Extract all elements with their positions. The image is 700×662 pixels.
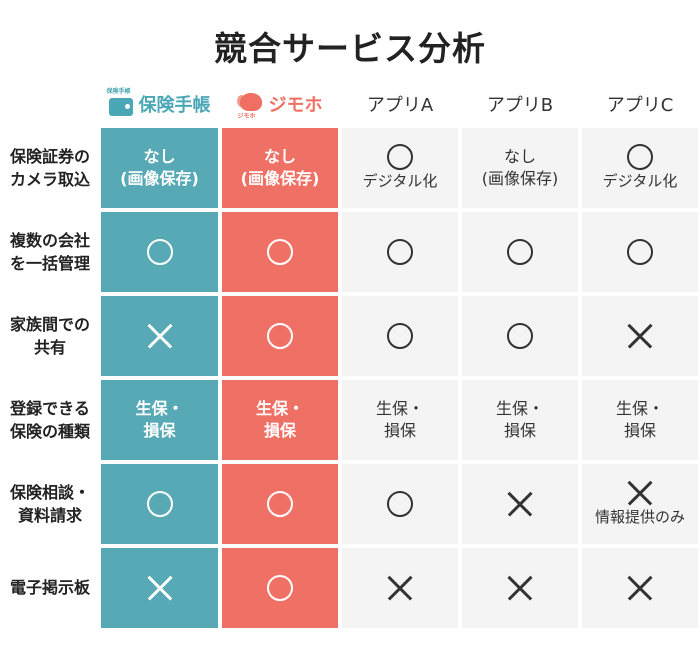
circle-icon [267,491,293,517]
cell-text: なし (画像保存) [120,146,199,188]
circle-icon [507,323,533,349]
circle-icon [146,491,173,517]
header-label-jimoho: ジモホ [268,95,323,116]
table-header: 保険手帳 保険手帳 ジモホ ジモホ アプリA アプリB アプリC [0,84,700,124]
table-row: 保険相談・ 資料請求情報提供のみ [0,464,700,544]
cross-icon [627,575,653,601]
table-cell [462,548,578,628]
table-cell: 生保・ 損保 [222,380,338,460]
table-cell: 生保・ 損保 [101,380,218,460]
table-cell [101,548,218,628]
table-cell [582,548,698,628]
circle-icon [267,575,293,601]
cell-note: デジタル化 [602,172,678,191]
table-cell [101,296,218,376]
table-row: 電子掲示板 [0,548,700,628]
table-cell: デジタル化 [582,128,698,208]
circle-icon [507,239,533,265]
cell-text: 生保・ 損保 [615,398,664,440]
circle-icon [387,323,413,349]
header-app-a: アプリA [342,84,458,124]
row-label: 家族間での 共有 [9,314,90,357]
logo-small-text: 保険手帳 [106,88,131,95]
table-cell: なし (画像保存) [222,128,338,208]
header-label-app-b: アプリB [486,95,554,116]
cross-icon [147,575,173,601]
cross-icon [627,323,653,349]
table-row: 保険証券の カメラ取込 なし (画像保存) なし (画像保存) デジタル化 なし (画像… [0,128,700,208]
header-jimoho: ジモホ ジモホ [222,84,338,124]
cell-text: なし (画像保存) [240,146,320,188]
table-cell [342,212,458,292]
logo-small-text: ジモホ [237,113,256,120]
cross-icon [627,480,653,506]
circle-icon [267,239,293,265]
table-cell [342,296,458,376]
table-cell [582,212,698,292]
table-cell: デジタル化 [342,128,458,208]
table-cell [101,212,218,292]
cross-icon [387,575,413,601]
cell-text: 生保・ 損保 [135,398,184,440]
elephant-icon: ジモホ [236,91,264,120]
header-label-hokentecho: 保険手帳 [138,95,211,116]
circle-icon [267,323,293,349]
table-cell [462,464,578,544]
table-cell [222,212,338,292]
cross-icon [507,491,533,517]
page-title: 競合サービス分析 [214,29,486,68]
circle-icon [146,239,173,265]
cell-note: 情報提供のみ [594,508,685,527]
circle-icon [387,491,413,517]
wallet-icon: 保険手帳 [107,88,135,118]
row-label: 保険相談・ 資料請求 [9,482,90,525]
header-label-app-c: アプリC [606,95,674,116]
table-row: 家族間での 共有 [0,296,700,376]
row-label: 電子掲示板 [9,578,90,598]
circle-icon [627,239,653,265]
table-cell [222,548,338,628]
header-label-app-a: アプリA [366,95,434,116]
table-cell [342,548,458,628]
table-cell: 生保・ 損保 [462,380,578,460]
header-app-c: アプリC [582,84,698,124]
table-cell: 生保・ 損保 [582,380,698,460]
cross-icon [147,323,173,349]
table-cell [582,296,698,376]
table-cell [101,464,218,544]
table-cell: なし (画像保存) [462,128,578,208]
header-app-b: アプリB [462,84,578,124]
cell-text: 生保・ 損保 [375,398,424,440]
cell-text: 生保・ 損保 [495,398,544,440]
cell-text: 生保・ 損保 [255,398,304,440]
table-cell: 生保・ 損保 [342,380,458,460]
row-label: 複数の会社 を一括管理 [9,230,90,273]
table-cell [462,212,578,292]
circle-icon [627,144,653,171]
table-row: 登録できる 保険の種類 生保・ 損保 生保・ 損保 生保・ 損保 生保・ 損保 生保・ 損… [0,380,700,460]
table-row: 複数の会社 を一括管理 [0,212,700,292]
table-cell: なし (画像保存) [101,128,218,208]
table-cell [222,464,338,544]
header-hokentecho: 保険手帳 保険手帳 [101,84,218,124]
circle-icon [387,144,413,171]
table-cell: 情報提供のみ [582,464,698,544]
table-cell [342,464,458,544]
row-label: 登録できる 保険の種類 [9,398,90,441]
row-label: 保険証券の カメラ取込 [9,146,90,189]
circle-icon [387,239,413,265]
cell-text: なし (画像保存) [481,146,559,188]
table-cell [222,296,338,376]
cell-note: デジタル化 [362,172,438,191]
cross-icon [507,575,533,601]
table-cell [462,296,578,376]
